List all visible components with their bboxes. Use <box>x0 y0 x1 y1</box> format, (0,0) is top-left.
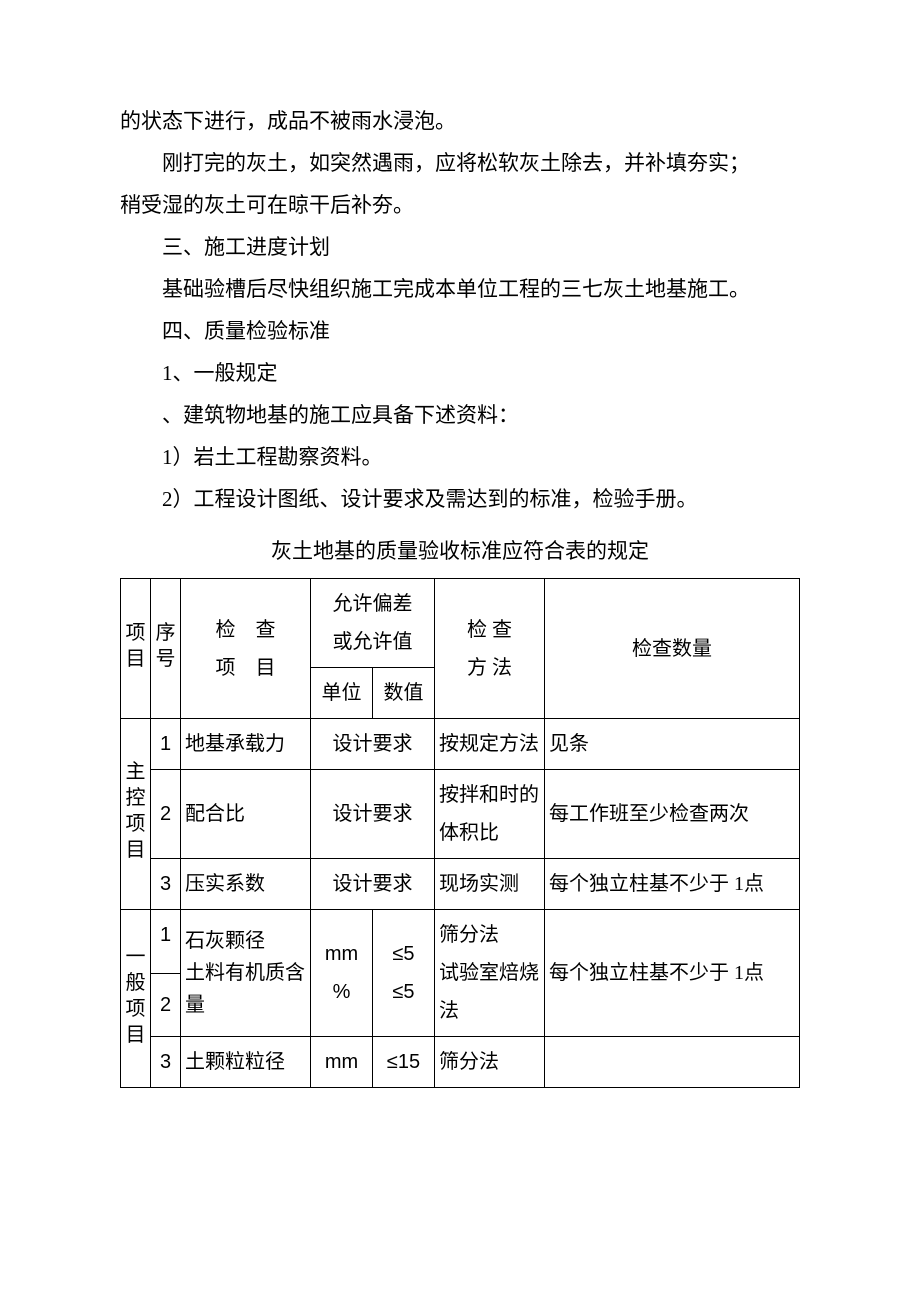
row-method: 按拌和时的体积比 <box>435 770 545 859</box>
row-no: 1 <box>151 910 181 974</box>
col-value: 数值 <box>373 668 435 719</box>
row-no: 1 <box>151 719 181 770</box>
row-value: ≤15 <box>373 1037 435 1088</box>
table-header-row: 项目 序号 检 查 项 目 允许偏差 或允许值 检 查 方 法 检查数量 <box>121 579 800 668</box>
col-deviation: 允许偏差 或允许值 <box>311 579 435 668</box>
paragraph: 基础验槽后尽快组织施工完成本单位工程的三七灰土地基施工。 <box>120 268 800 310</box>
row-method: 筛分法 <box>435 1037 545 1088</box>
row-deviation: 设计要求 <box>311 719 435 770</box>
row-no: 3 <box>151 1037 181 1088</box>
col-method: 检 查 方 法 <box>435 579 545 719</box>
list-item: 2）工程设计图纸、设计要求及需达到的标准，检验手册。 <box>120 478 800 520</box>
col-item: 检 查 项 目 <box>181 579 311 719</box>
paragraph: 的状态下进行，成品不被雨水浸泡。 <box>120 100 800 142</box>
row-unit: mm % <box>311 910 373 1037</box>
row-deviation: 设计要求 <box>311 859 435 910</box>
table-row: 主控项目 1 地基承载力 设计要求 按规定方法 见条 <box>121 719 800 770</box>
row-qty: 每个独立柱基不少于 1点 <box>545 910 800 1037</box>
row-method: 按规定方法 <box>435 719 545 770</box>
row-method: 现场实测 <box>435 859 545 910</box>
table-row: 2 配合比 设计要求 按拌和时的体积比 每工作班至少检查两次 <box>121 770 800 859</box>
paragraph: 刚打完的灰土，如突然遇雨，应将松软灰土除去，并补填夯实； <box>120 142 800 184</box>
category-cell: 主控项目 <box>121 719 151 910</box>
list-item: 1）岩土工程勘察资料。 <box>120 436 800 478</box>
row-item: 配合比 <box>181 770 311 859</box>
table-row: 3 土颗粒粒径 mm ≤15 筛分法 <box>121 1037 800 1088</box>
row-value: ≤5 ≤5 <box>373 910 435 1037</box>
col-no: 序号 <box>151 579 181 719</box>
row-no: 3 <box>151 859 181 910</box>
row-qty: 每个独立柱基不少于 1点 <box>545 859 800 910</box>
table-title: 灰土地基的质量验收标准应符合表的规定 <box>120 530 800 572</box>
section-heading: 四、质量检验标准 <box>120 310 800 352</box>
section-heading: 三、施工进度计划 <box>120 226 800 268</box>
col-category: 项目 <box>121 579 151 719</box>
row-method: 筛分法 试验室焙烧法 <box>435 910 545 1037</box>
row-qty: 每工作班至少检查两次 <box>545 770 800 859</box>
row-unit: mm <box>311 1037 373 1088</box>
row-qty: 见条 <box>545 719 800 770</box>
category-cell: 一般项目 <box>121 910 151 1088</box>
table-row: 一般项目 1 石灰颗径 土料有机质含量 mm % ≤5 ≤5 筛分法 试验室焙烧… <box>121 910 800 974</box>
row-deviation: 设计要求 <box>311 770 435 859</box>
list-item: 、建筑物地基的施工应具备下述资料： <box>120 394 800 436</box>
col-quantity: 检查数量 <box>545 579 800 719</box>
row-item: 地基承载力 <box>181 719 311 770</box>
col-unit: 单位 <box>311 668 373 719</box>
list-item: 1、一般规定 <box>120 352 800 394</box>
paragraph: 稍受湿的灰土可在晾干后补夯。 <box>120 184 800 226</box>
table-row: 3 压实系数 设计要求 现场实测 每个独立柱基不少于 1点 <box>121 859 800 910</box>
standards-table: 项目 序号 检 查 项 目 允许偏差 或允许值 检 查 方 法 检查数量 单位 … <box>120 578 800 1088</box>
row-no: 2 <box>151 973 181 1037</box>
row-item: 土颗粒粒径 <box>181 1037 311 1088</box>
row-item: 石灰颗径 土料有机质含量 <box>181 910 311 1037</box>
row-no: 2 <box>151 770 181 859</box>
row-item: 压实系数 <box>181 859 311 910</box>
page: 的状态下进行，成品不被雨水浸泡。 刚打完的灰土，如突然遇雨，应将松软灰土除去，并… <box>0 0 920 1168</box>
row-qty <box>545 1037 800 1088</box>
